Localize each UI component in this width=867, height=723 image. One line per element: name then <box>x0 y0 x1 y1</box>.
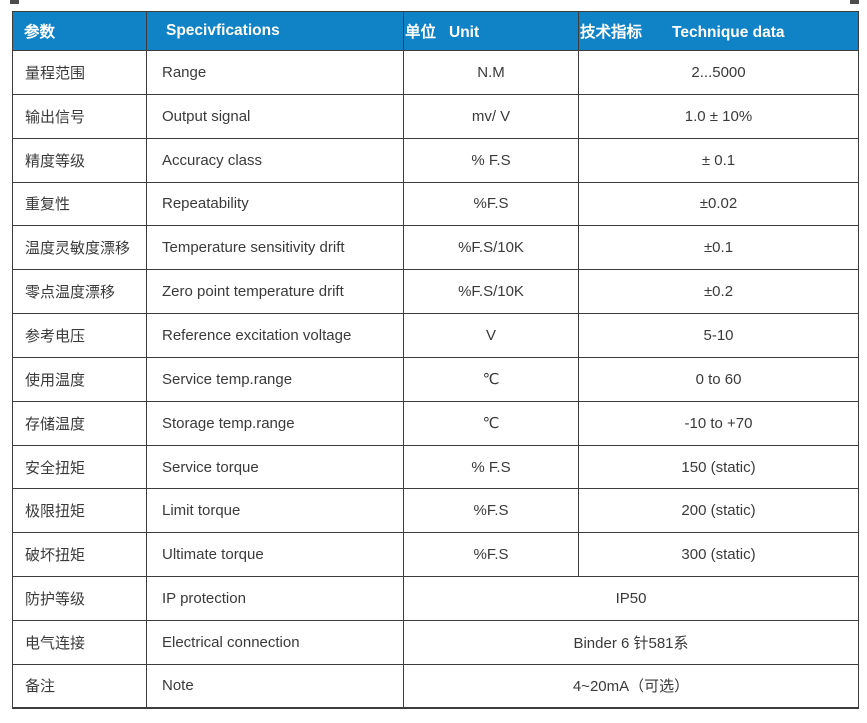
param-cell-en: Service temp.range <box>146 356 404 402</box>
unit-cell: % F.S <box>403 444 579 490</box>
value-cell: ±0.1 <box>578 225 859 271</box>
param-cell-en: Limit torque <box>146 488 404 534</box>
param-cell-en: Ultimate torque <box>146 532 404 578</box>
value-cell: -10 to +70 <box>578 400 859 446</box>
param-cell-cn: 安全扭矩 <box>12 444 147 490</box>
table-row: 参考电压 Reference excitation voltage V 5-10 <box>12 313 859 358</box>
param-cell-cn: 防护等级 <box>12 576 147 621</box>
param-cell-cn: 量程范围 <box>12 50 147 95</box>
value-cell: 2...5000 <box>578 50 859 95</box>
table-row: 重复性 Repeatability %F.S ±0.02 <box>12 181 859 227</box>
table-row: 存储温度 Storage temp.range ℃ -10 to +70 <box>12 400 859 446</box>
param-cell-cn: 重复性 <box>12 181 147 227</box>
header-param: 参数 <box>12 11 147 51</box>
param-cell-en: Electrical connection <box>146 619 404 665</box>
header-spec: Specivfications <box>146 11 404 51</box>
value-cell-merged: IP50 <box>403 576 859 621</box>
unit-cell: ℃ <box>403 400 579 446</box>
param-cell-en: Reference excitation voltage <box>146 313 404 358</box>
header-unit: 单位 Unit <box>403 11 579 51</box>
spec-table: 参数 Specivfications 单位 Unit 技术指标 Technique … <box>12 11 859 710</box>
unit-cell: % F.S <box>403 137 579 183</box>
unit-cell: mv/ V <box>403 93 579 139</box>
param-cell-cn: 破坏扭矩 <box>12 532 147 578</box>
param-cell-en: Range <box>146 50 404 95</box>
table-body: 量程范围 Range N.M 2...5000 输出信号 Output signal mv/… <box>12 50 859 709</box>
value-cell: ±0.02 <box>578 181 859 227</box>
table-row: 使用温度 Service temp.range ℃ 0 to 60 <box>12 356 859 402</box>
value-cell: 150 (static) <box>578 444 859 490</box>
table-row: 破坏扭矩 Ultimate torque %F.S 300 (static) <box>12 532 859 578</box>
table-row: 精度等级 Accuracy class% F.S ± 0.1 <box>12 137 859 183</box>
table-row: 温度灵敏度漂移 Temperature sensitivity drift %F.S… <box>12 225 859 271</box>
value-cell: 0 to 60 <box>578 356 859 402</box>
unit-cell: N.M <box>403 50 579 95</box>
header-row: 参数 Specivfications 单位 Unit 技术指标 Technique … <box>12 11 859 51</box>
param-cell-cn: 使用温度 <box>12 356 147 402</box>
value-cell-merged: 4~20mA（可选） <box>403 663 859 709</box>
param-cell-en: IP protection <box>146 576 404 621</box>
param-cell-cn: 存储温度 <box>12 400 147 446</box>
unit-cell: %F.S <box>403 532 579 578</box>
value-cell: 200 (static) <box>578 488 859 534</box>
table-row: 备注 Note 4~20mA（可选） <box>12 663 859 709</box>
param-cell-en: Accuracy class <box>146 137 404 183</box>
value-cell: 5-10 <box>578 313 859 358</box>
param-cell-cn: 精度等级 <box>12 137 147 183</box>
param-cell-cn: 电气连接 <box>12 619 147 665</box>
value-cell: ± 0.1 <box>578 137 859 183</box>
header-tech: 技术指标 Technique data <box>578 11 859 51</box>
param-cell-en: Output signal <box>146 93 404 139</box>
unit-cell: %F.S <box>403 181 579 227</box>
param-cell-cn: 输出信号 <box>12 93 147 139</box>
table-header: 参数 Specivfications 单位 Unit 技术指标 Technique … <box>12 11 859 51</box>
table-row: 防护等级 IP protection IP50 <box>12 576 859 621</box>
header-tech-cn: 技术指标 <box>580 24 643 41</box>
table-row: 电气连接 Electrical connection Binder 6 针581系 <box>12 619 859 665</box>
value-cell: 300 (static) <box>578 532 859 578</box>
param-cell-cn: 极限扭矩 <box>12 488 147 534</box>
header-unit-en: Unit <box>449 24 480 41</box>
table-row: 极限扭矩 Limit torque %F.S 200 (static) <box>12 488 859 534</box>
param-cell-en: Note <box>146 663 404 709</box>
table-row: 输出信号 Output signal mv/ V 1.0 ± 10% <box>12 93 859 139</box>
param-cell-en: Repeatability <box>146 181 404 227</box>
param-cell-en: Service torque <box>146 444 404 490</box>
table-row: 零点温度漂移 Zero point temperature drift %F.S/1… <box>12 269 859 315</box>
page-edge-mark-left <box>10 0 19 4</box>
header-unit-cn: 单位 <box>405 24 437 41</box>
param-cell-en: Zero point temperature drift <box>146 269 404 315</box>
value-cell: ±0.2 <box>578 269 859 315</box>
page-edge-mark-right <box>850 0 859 4</box>
header-tech-en: Technique data <box>672 24 785 41</box>
param-cell-cn: 参考电压 <box>12 313 147 358</box>
param-cell-en: Storage temp.range <box>146 400 404 446</box>
unit-cell: V <box>403 313 579 358</box>
unit-cell: %F.S/10K <box>403 269 579 315</box>
value-cell: 1.0 ± 10% <box>578 93 859 139</box>
unit-cell: ℃ <box>403 356 579 402</box>
table-row: 量程范围 Range N.M 2...5000 <box>12 50 859 95</box>
param-cell-cn: 备注 <box>12 663 147 709</box>
param-cell-cn: 温度灵敏度漂移 <box>12 225 147 271</box>
value-cell-merged: Binder 6 针581系 <box>403 619 859 665</box>
table-row: 安全扭矩 Service torque% F.S 150 (static) <box>12 444 859 490</box>
unit-cell: %F.S <box>403 488 579 534</box>
unit-cell: %F.S/10K <box>403 225 579 271</box>
param-cell-en: Temperature sensitivity drift <box>146 225 404 271</box>
param-cell-cn: 零点温度漂移 <box>12 269 147 315</box>
